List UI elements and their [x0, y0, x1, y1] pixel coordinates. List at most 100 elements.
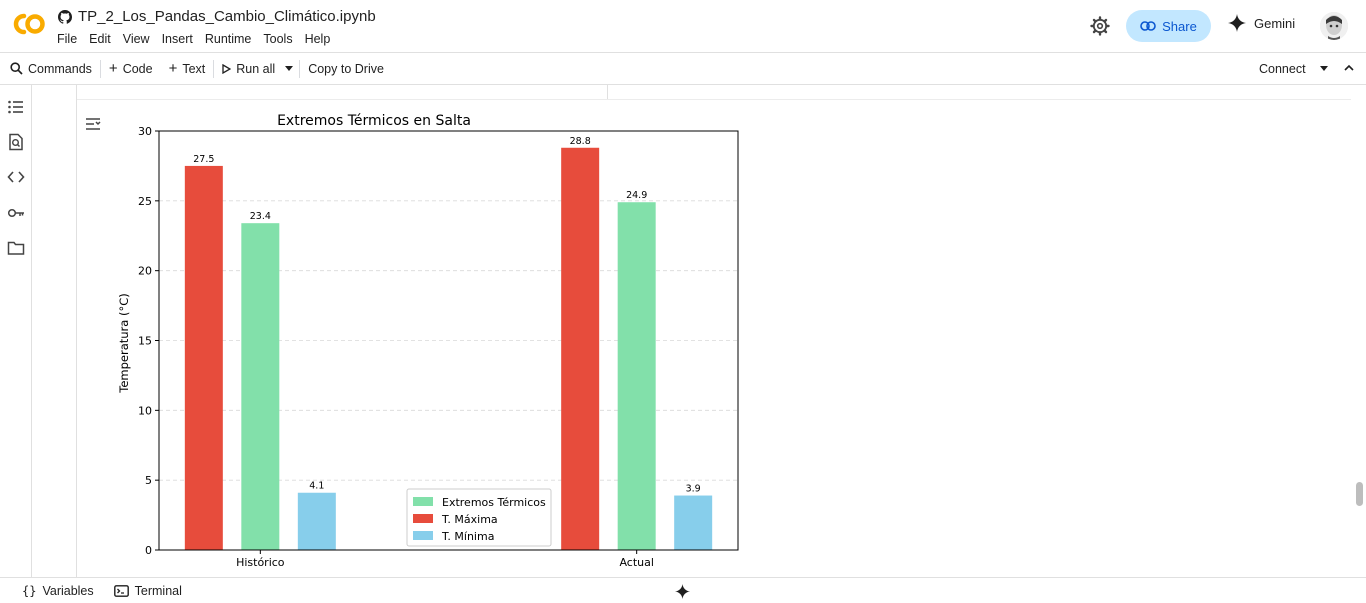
- plus-icon: +: [168, 60, 178, 77]
- chevron-up-icon[interactable]: [1342, 61, 1356, 75]
- variables-button[interactable]: {} Variables: [22, 584, 94, 598]
- run-all-dropdown[interactable]: [283, 53, 299, 84]
- terminal-label: Terminal: [134, 583, 182, 598]
- commands-button[interactable]: Commands: [0, 53, 100, 84]
- bar-value-label: 4.1: [309, 481, 324, 492]
- secrets-key-icon[interactable]: [7, 204, 25, 222]
- gemini-spark-icon: [1228, 14, 1246, 32]
- share-label: Share: [1162, 18, 1197, 34]
- text-label: Text: [182, 61, 206, 76]
- toolbar-divider: [299, 59, 301, 78]
- y-tick-label: 30: [138, 125, 152, 138]
- app-header: TP_2_Los_Pandas_Cambio_Climático.ipynb F…: [0, 0, 1366, 52]
- bar: [674, 495, 713, 550]
- bar-value-label: 24.9: [626, 190, 647, 201]
- notebook-content: Extremos Térmicos en Salta Temperatura (…: [32, 85, 1366, 577]
- legend-label: Extremos Térmicos: [442, 496, 546, 509]
- user-avatar[interactable]: [1320, 12, 1348, 40]
- axes: 0 5 10 15 20 25 30 Histórico Actual: [138, 125, 654, 569]
- link-icon: [1140, 21, 1156, 31]
- x-tick-label: Actual: [619, 556, 653, 569]
- connect-label: Connect: [1259, 61, 1306, 76]
- bar: [241, 223, 280, 550]
- menu-bar: File Edit View Insert Runtime Tools Help: [57, 32, 330, 46]
- add-text-button[interactable]: + Text: [161, 53, 214, 84]
- legend-swatch: [413, 514, 433, 523]
- bottom-status-bar: {} Variables Terminal: [0, 577, 1366, 603]
- legend-box: [406, 488, 552, 547]
- notebook-title[interactable]: TP_2_Los_Pandas_Cambio_Climático.ipynb: [58, 8, 376, 25]
- plus-icon: +: [108, 60, 118, 77]
- avatar-image-icon: [1320, 12, 1348, 40]
- y-tick-label: 25: [138, 195, 152, 208]
- copy-to-drive-label: Copy to Drive: [308, 61, 384, 76]
- play-icon: [222, 63, 232, 74]
- previous-cell-bottom-border: [77, 99, 1351, 100]
- vertical-scrollbar[interactable]: [1356, 482, 1363, 506]
- y-tick-label: 10: [138, 404, 152, 417]
- plot-frame: [158, 130, 739, 551]
- bar: [184, 165, 223, 550]
- commands-label: Commands: [28, 61, 92, 76]
- caret-down-icon[interactable]: [1319, 66, 1328, 71]
- bar-chart: Extremos Térmicos en Salta Temperatura (…: [117, 113, 739, 569]
- menu-insert[interactable]: Insert: [161, 32, 193, 46]
- menu-file[interactable]: File: [57, 32, 78, 46]
- menu-runtime[interactable]: Runtime: [204, 32, 252, 46]
- search-icon: [10, 62, 23, 75]
- files-folder-icon[interactable]: [7, 239, 25, 257]
- run-all-button[interactable]: Run all: [214, 53, 283, 84]
- bar-value-label: 27.5: [193, 154, 214, 165]
- bar: [297, 492, 336, 550]
- find-in-document-icon[interactable]: [7, 133, 25, 151]
- y-tick-label: 0: [145, 544, 152, 557]
- previous-cell-divider: [607, 85, 608, 99]
- legend-label: T. Máxima: [441, 513, 498, 526]
- colab-logo[interactable]: [10, 10, 46, 38]
- menu-help[interactable]: Help: [304, 32, 331, 46]
- bar: [617, 202, 656, 550]
- bar-value-labels: 27.5 23.4 4.1 28.8 24.9 3.9: [193, 136, 700, 495]
- menu-edit[interactable]: Edit: [89, 32, 111, 46]
- gemini-button[interactable]: Gemini: [1228, 14, 1295, 32]
- variables-label: Variables: [42, 583, 94, 598]
- output-actions-icon[interactable]: [84, 115, 102, 133]
- y-tick-label: 20: [138, 265, 152, 278]
- toolbar-divider: [99, 59, 101, 78]
- connect-button[interactable]: Connect: [1259, 53, 1328, 84]
- grid-lines: [159, 200, 738, 481]
- notebook-toolbar: Commands + Code + Text Run all Copy to D…: [0, 52, 1366, 85]
- y-axis-label: Temperatura (°C): [117, 293, 131, 393]
- bar-value-label: 3.9: [686, 484, 701, 495]
- toolbar-divider: [213, 59, 215, 78]
- caret-down-icon: [285, 66, 294, 71]
- settings-gear-icon[interactable]: [1090, 16, 1110, 36]
- notebook-filename[interactable]: TP_2_Los_Pandas_Cambio_Climático.ipynb: [78, 8, 376, 25]
- chart-title: Extremos Térmicos en Salta: [277, 113, 471, 129]
- table-of-contents-icon[interactable]: [7, 98, 25, 116]
- menu-tools[interactable]: Tools: [263, 32, 293, 46]
- menu-view[interactable]: View: [122, 32, 150, 46]
- github-icon: [58, 9, 72, 24]
- terminal-button[interactable]: Terminal: [113, 583, 182, 598]
- legend: Extremos Térmicos T. Máxima T. Mínima: [406, 488, 552, 547]
- add-code-button[interactable]: + Code: [101, 53, 161, 84]
- bar-value-label: 23.4: [250, 211, 271, 222]
- left-sidebar: [0, 85, 32, 577]
- copy-to-drive-button[interactable]: Copy to Drive: [300, 53, 392, 84]
- bar: [561, 147, 600, 550]
- share-button[interactable]: Share: [1126, 10, 1211, 42]
- y-tick-label: 15: [138, 335, 152, 348]
- gemini-spark-icon[interactable]: [675, 584, 690, 599]
- bar-value-label: 28.8: [570, 136, 591, 147]
- legend-swatch: [413, 497, 433, 506]
- bars: [184, 147, 713, 550]
- x-tick-label: Histórico: [236, 556, 285, 569]
- cell-gutter-line: [76, 85, 77, 577]
- y-tick-label: 5: [145, 474, 152, 487]
- run-all-label: Run all: [236, 61, 276, 76]
- code-snippets-icon[interactable]: [7, 168, 25, 186]
- braces-icon: {}: [22, 583, 37, 598]
- terminal-icon: [113, 584, 129, 597]
- code-label: Code: [122, 61, 153, 76]
